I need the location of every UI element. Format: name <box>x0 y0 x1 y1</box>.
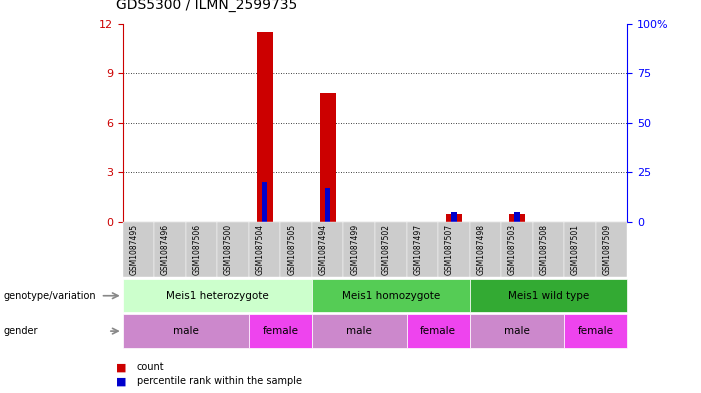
Text: GSM1087505: GSM1087505 <box>287 224 297 275</box>
Bar <box>509 214 525 222</box>
Bar <box>515 212 519 222</box>
Text: genotype/variation: genotype/variation <box>4 291 96 301</box>
Bar <box>325 188 330 222</box>
Text: male: male <box>173 326 198 336</box>
Text: GSM1087499: GSM1087499 <box>350 224 359 275</box>
Text: gender: gender <box>4 326 38 336</box>
Text: count: count <box>137 362 164 373</box>
Text: GSM1087497: GSM1087497 <box>414 224 422 275</box>
Bar <box>446 214 462 222</box>
Text: percentile rank within the sample: percentile rank within the sample <box>137 376 301 386</box>
Text: GSM1087508: GSM1087508 <box>540 224 549 275</box>
Text: Meis1 heterozygote: Meis1 heterozygote <box>166 291 268 301</box>
Text: GSM1087501: GSM1087501 <box>571 224 580 275</box>
Text: female: female <box>262 326 299 336</box>
Text: male: male <box>346 326 372 336</box>
Bar <box>257 32 273 222</box>
Text: GSM1087503: GSM1087503 <box>508 224 517 275</box>
Text: female: female <box>420 326 456 336</box>
Text: ■: ■ <box>116 376 126 386</box>
Text: Meis1 wild type: Meis1 wild type <box>508 291 589 301</box>
Text: female: female <box>578 326 614 336</box>
Text: GSM1087502: GSM1087502 <box>382 224 390 275</box>
Text: GDS5300 / ILMN_2599735: GDS5300 / ILMN_2599735 <box>116 0 297 12</box>
Text: GSM1087494: GSM1087494 <box>319 224 328 275</box>
Text: GSM1087500: GSM1087500 <box>224 224 233 275</box>
Text: GSM1087498: GSM1087498 <box>477 224 485 275</box>
Text: ■: ■ <box>116 362 126 373</box>
Text: GSM1087496: GSM1087496 <box>161 224 170 275</box>
Text: GSM1087506: GSM1087506 <box>193 224 202 275</box>
Text: Meis1 homozygote: Meis1 homozygote <box>341 291 440 301</box>
Text: GSM1087509: GSM1087509 <box>603 224 611 275</box>
Text: GSM1087507: GSM1087507 <box>445 224 454 275</box>
Bar <box>262 182 267 222</box>
Text: male: male <box>504 326 530 336</box>
Bar <box>451 212 456 222</box>
Text: GSM1087504: GSM1087504 <box>256 224 265 275</box>
Bar <box>320 93 336 222</box>
Text: GSM1087495: GSM1087495 <box>130 224 138 275</box>
